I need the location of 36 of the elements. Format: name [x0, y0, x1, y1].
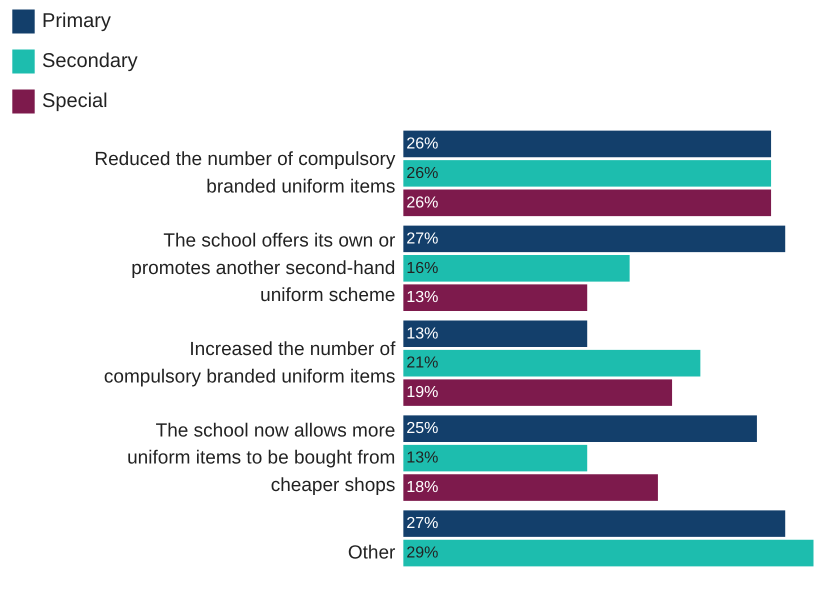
bar: [403, 540, 814, 566]
data-label: 25%: [406, 420, 438, 438]
bar: [403, 320, 588, 348]
data-label: 21%: [406, 354, 438, 372]
bar: [403, 160, 772, 187]
data-label: 16%: [406, 260, 438, 277]
data-label: 13%: [406, 289, 438, 306]
bar: [403, 444, 588, 472]
legend-label: Special: [42, 88, 108, 114]
data-label: 13%: [406, 325, 438, 342]
bar: [403, 130, 772, 158]
data-label: 18%: [406, 479, 438, 496]
legend-label: Secondary: [42, 48, 138, 74]
bar: [403, 189, 772, 216]
data-label: 13%: [406, 450, 438, 467]
bar: [403, 284, 588, 311]
data-label: 29%: [406, 544, 438, 562]
bar: [403, 474, 658, 501]
legend-label: Primary: [42, 8, 111, 34]
bar: [403, 510, 786, 537]
y-tick-label: Increased the number of compulsory branded uniform items: [104, 339, 396, 388]
y-tick-label: Other: [348, 542, 396, 564]
data-label: 27%: [406, 515, 438, 532]
data-label: 26%: [406, 135, 438, 152]
bar: [403, 379, 672, 406]
y-tick-label: Reduced the number of compulsory branded uniform items: [94, 149, 396, 198]
bar: [403, 350, 700, 376]
bar: [403, 415, 757, 442]
data-label: 26%: [406, 164, 438, 182]
data-label: 26%: [406, 194, 438, 212]
y-tick-label: The school now allows more uniform items to be bought from cheaper shops: [127, 420, 396, 496]
y-tick-label: The school offers its own or promotes another second-hand uniform scheme: [131, 230, 396, 306]
data-label: 19%: [406, 384, 438, 402]
data-label: 27%: [406, 230, 438, 248]
bar: [403, 254, 630, 282]
bar: [403, 226, 786, 252]
